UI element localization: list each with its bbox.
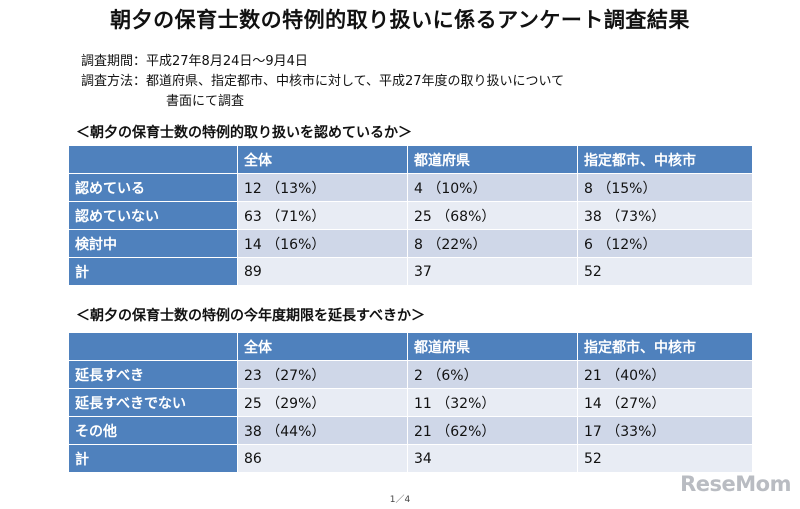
page-title: 朝夕の保育士数の特例的取り扱いに係るアンケート調査結果 [110,8,690,32]
cell-designated-city: 52 [577,444,753,473]
cell-total: 86 [237,444,408,473]
row-label: 延長すべきでない [68,388,238,417]
table-row: 延長すべき 23 （27%） 2 （6%） 21 （40%） [68,360,753,389]
table-row: 認めている 12 （13%） 4 （10%） 8 （15%） [68,173,753,202]
cell-total: 14 （16%） [237,229,408,258]
extension-table: 全体 都道府県 指定都市、中核市 延長すべき 23 （27%） 2 （6%） 2… [68,332,753,473]
cell-designated-city: 52 [577,257,753,286]
header-cell-prefecture: 都道府県 [407,145,578,174]
cell-designated-city: 14 （27%） [577,388,753,417]
table-header-row: 全体 都道府県 指定都市、中核市 [68,145,753,174]
cell-prefecture: 25 （68%） [407,201,578,230]
cell-designated-city: 17 （33%） [577,416,753,445]
row-label: 計 [68,444,238,473]
header-cell-designated-city: 指定都市、中核市 [577,145,753,174]
header-cell-total: 全体 [237,145,408,174]
table-row: 延長すべきでない 25 （29%） 11 （32%） 14 （27%） [68,388,753,417]
cell-prefecture: 37 [407,257,578,286]
cell-total: 89 [237,257,408,286]
resemom-logo: ReseMom [680,472,791,496]
table-row: 検討中 14 （16%） 8 （22%） 6 （12%） [68,229,753,258]
row-label: 認めていない [68,201,238,230]
header-cell-blank [68,332,238,361]
table-row-total: 計 86 34 52 [68,444,753,473]
approval-table: 全体 都道府県 指定都市、中核市 認めている 12 （13%） 4 （10%） … [68,145,753,286]
header-cell-total: 全体 [237,332,408,361]
cell-designated-city: 6 （12%） [577,229,753,258]
survey-method: 調査方法：都道府県、指定都市、中核市に対して、平成27年度の取り扱いについて [81,74,565,89]
cell-prefecture: 4 （10%） [407,173,578,202]
cell-total: 25 （29%） [237,388,408,417]
cell-designated-city: 38 （73%） [577,201,753,230]
cell-prefecture: 2 （6%） [407,360,578,389]
row-label: 検討中 [68,229,238,258]
table-row-total: 計 89 37 52 [68,257,753,286]
table2-title: ＜朝夕の保育士数の特例の今年度期限を延長すべきか＞ [76,308,426,324]
cell-prefecture: 11 （32%） [407,388,578,417]
table-row: 認めていない 63 （71%） 25 （68%） 38 （73%） [68,201,753,230]
row-label: 認めている [68,173,238,202]
cell-prefecture: 34 [407,444,578,473]
survey-period: 調査期間：平成27年8月24日～9月4日 [81,54,308,69]
header-cell-prefecture: 都道府県 [407,332,578,361]
survey-method-continued: 書面にて調査 [166,94,245,109]
header-cell-designated-city: 指定都市、中核市 [577,332,753,361]
cell-total: 23 （27%） [237,360,408,389]
cell-designated-city: 21 （40%） [577,360,753,389]
cell-prefecture: 21 （62%） [407,416,578,445]
cell-designated-city: 8 （15%） [577,173,753,202]
row-label: その他 [68,416,238,445]
table-row: その他 38 （44%） 21 （62%） 17 （33%） [68,416,753,445]
table-header-row: 全体 都道府県 指定都市、中核市 [68,332,753,361]
cell-total: 38 （44%） [237,416,408,445]
cell-prefecture: 8 （22%） [407,229,578,258]
row-label: 計 [68,257,238,286]
row-label: 延長すべき [68,360,238,389]
header-cell-blank [68,145,238,174]
cell-total: 63 （71%） [237,201,408,230]
table1-title: ＜朝夕の保育士数の特例的取り扱いを認めているか＞ [76,125,412,141]
cell-total: 12 （13%） [237,173,408,202]
page-number: 1／4 [389,495,411,505]
